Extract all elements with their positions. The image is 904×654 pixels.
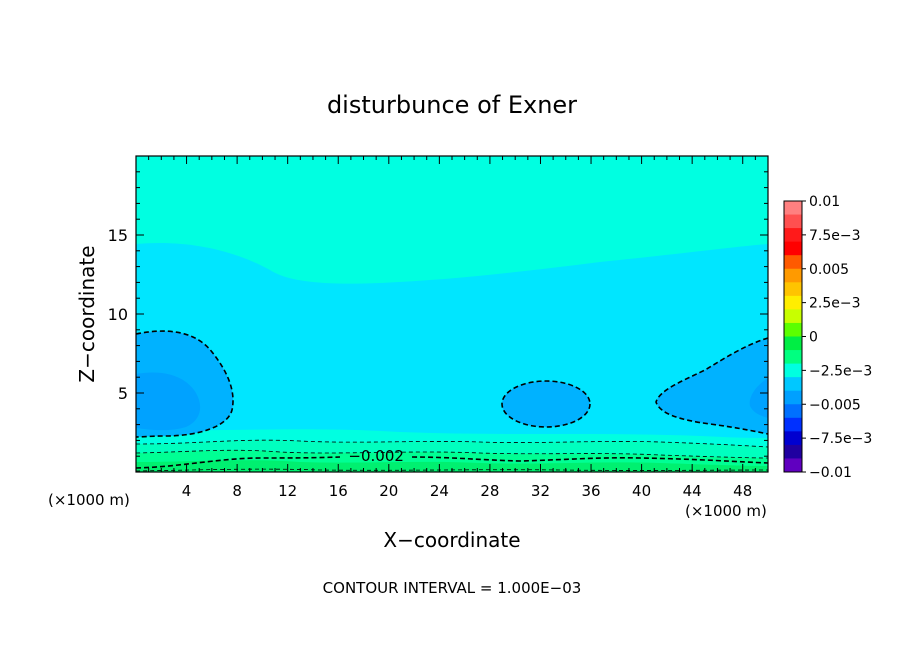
- y-tick-label: 5: [118, 384, 128, 403]
- colorbar-swatch: [784, 404, 802, 419]
- colorbar-label: −7.5e−3: [809, 431, 872, 447]
- colorbar-label: −2.5e−3: [809, 363, 872, 379]
- colorbar-label: 0.005: [809, 262, 849, 278]
- colorbar-label: 2.5e−3: [809, 296, 861, 312]
- x-tick-label: 44: [683, 482, 702, 500]
- x-tick-label: 48: [733, 482, 752, 500]
- field-right-low: [656, 338, 768, 434]
- colorbar-swatch: [784, 377, 802, 392]
- contour-line-thin-1: [136, 439, 768, 448]
- field-mid-region: [136, 242, 768, 472]
- x-tick-label: 8: [232, 482, 242, 500]
- x-tick-label: 4: [182, 482, 192, 500]
- x-axis: 4 8 12 16 20 24 28 32 36 40 44 48: [148, 156, 756, 500]
- y-tick-label: 10: [108, 305, 128, 324]
- contour-label: −0.002: [348, 447, 404, 465]
- colorbar-label: −0.01: [809, 465, 852, 481]
- contour-line-center: [501, 380, 591, 428]
- x-tick-label: 40: [632, 482, 651, 500]
- colorbar-swatch: [784, 350, 802, 365]
- y-axis: 5 10 15: [108, 171, 768, 457]
- x-tick-label: 36: [581, 482, 600, 500]
- x-axis-label: X−coordinate: [383, 528, 520, 552]
- x-tick-label: 24: [430, 482, 449, 500]
- colorbar-swatch: [784, 417, 802, 432]
- colorbar-swatch: [784, 431, 802, 446]
- colorbar-swatch: [784, 201, 802, 216]
- colorbar-label: 0: [809, 330, 818, 346]
- contour-lines: [136, 330, 768, 472]
- field-left-core: [136, 372, 201, 431]
- colorbar-swatch: [784, 214, 802, 229]
- field-center-low: [502, 381, 590, 427]
- contour-line-thin-2: [136, 449, 768, 459]
- y-tick-label: 15: [108, 226, 128, 245]
- colorbar-swatch: [784, 241, 802, 256]
- x-tick-label: 20: [379, 482, 398, 500]
- colorbar-swatch: [784, 444, 802, 459]
- y-axis-label: Z−coordinate: [75, 245, 99, 382]
- colorbar-swatch: [784, 295, 802, 310]
- x-tick-label: 32: [531, 482, 550, 500]
- colorbar-swatch: [784, 255, 802, 270]
- contour-line-bottom: [136, 468, 768, 472]
- colorbar-label: −0.005: [809, 397, 861, 413]
- x-unit-left: (×1000 m): [48, 491, 130, 509]
- colorbar: 0.01 7.5e−3 0.005 2.5e−3 0 −2.5e−3 −0.005 −7.5e…: [783, 194, 872, 481]
- colorbar-swatch: [784, 228, 802, 243]
- colorbar-swatch: [784, 458, 802, 473]
- contour-interval: CONTOUR INTERVAL = 1.000E−03: [323, 579, 582, 597]
- colorbar-swatch: [784, 268, 802, 283]
- contour-line-minus-0.002: [136, 456, 768, 469]
- x-tick-label: 12: [278, 482, 297, 500]
- contour-line-left: [136, 330, 234, 438]
- contour-line-right: [655, 337, 768, 435]
- colorbar-swatch: [784, 363, 802, 378]
- colorbar-label: 0.01: [809, 194, 840, 210]
- colorbar-swatch: [784, 282, 802, 297]
- colorbar-label: 7.5e−3: [809, 228, 861, 244]
- field-right-core: [749, 378, 768, 418]
- colorbar-swatch: [784, 336, 802, 351]
- x-tick-label: 28: [480, 482, 499, 500]
- colorbar-swatch: [784, 390, 802, 405]
- contour-field: [136, 156, 768, 472]
- x-unit-right: (×1000 m): [685, 502, 767, 520]
- x-tick-label: 16: [329, 482, 348, 500]
- colorbar-swatch: [784, 309, 802, 324]
- chart-title: disturbunce of Exner: [327, 91, 577, 119]
- colorbar-swatch: [784, 322, 802, 337]
